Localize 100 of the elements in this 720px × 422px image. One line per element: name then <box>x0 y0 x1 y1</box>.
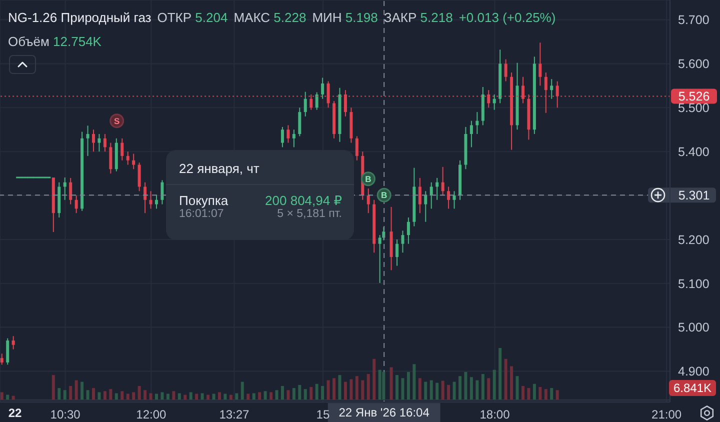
bar <box>470 377 473 400</box>
candlestick <box>74 195 78 214</box>
candlestick <box>69 177 72 205</box>
bar <box>98 392 101 400</box>
bar <box>378 370 382 400</box>
candlestick <box>149 190 152 210</box>
bar <box>92 388 95 400</box>
bar <box>270 392 273 400</box>
candlestick <box>321 77 324 100</box>
y-tick-label: 5.400 <box>678 145 710 160</box>
annotation: 22 января, чт <box>179 161 260 176</box>
x-tick-label: 10:30 <box>50 408 81 422</box>
bar <box>298 384 302 400</box>
y-tick-label: 5.600 <box>678 57 710 72</box>
bar <box>538 387 542 400</box>
ref-line-label: 22 Янв '26 16:04 <box>338 406 430 420</box>
bar <box>315 384 318 400</box>
candlestick <box>280 126 284 148</box>
bar <box>218 392 221 400</box>
bar <box>144 390 147 400</box>
bar <box>304 389 307 400</box>
bar <box>189 392 192 400</box>
bar <box>504 358 508 400</box>
x-tick-label: 15 <box>316 408 330 422</box>
annotation: ОТКР 5.204 <box>157 10 228 25</box>
candlestick <box>550 78 554 100</box>
candlestick <box>154 195 158 210</box>
bar <box>280 386 284 400</box>
candlestick <box>0 353 4 366</box>
annotation: Покупка <box>179 193 228 208</box>
candlestick <box>406 216 410 244</box>
bar <box>401 378 404 400</box>
y-tick-label: 5.500 <box>678 101 710 116</box>
bar <box>178 393 181 400</box>
candlestick <box>430 182 433 210</box>
x-tick-label: 21:00 <box>652 408 682 422</box>
bar <box>114 393 118 400</box>
candlestick <box>476 112 479 134</box>
candlestick <box>92 129 95 152</box>
bar <box>103 391 106 400</box>
bar <box>86 390 90 400</box>
candlestick <box>492 94 496 110</box>
candlestick <box>424 190 428 222</box>
annotation: ЗАКР 5.218 <box>384 10 453 25</box>
bar <box>556 390 559 400</box>
annotation: МИН 5.198 <box>312 10 378 25</box>
bar <box>69 386 72 400</box>
x-tick-label: 18:00 <box>480 408 510 422</box>
candlestick <box>315 92 318 110</box>
annotation: 200 804,94 ₽ <box>265 193 342 208</box>
bar <box>447 384 450 400</box>
bar <box>492 370 496 400</box>
bar <box>406 372 410 400</box>
bar <box>372 358 376 400</box>
y-tick-label: 5.000 <box>678 320 710 335</box>
bar <box>160 392 164 400</box>
bar <box>396 375 398 400</box>
bar <box>120 391 124 400</box>
bar <box>550 388 554 400</box>
candlestick <box>160 180 164 205</box>
bar <box>0 392 4 400</box>
bar <box>74 380 78 400</box>
y-tick-label: 5.200 <box>678 232 710 247</box>
bar <box>275 390 278 400</box>
bar <box>200 393 204 400</box>
candlestick <box>355 136 358 161</box>
ref-line-label: 5.526 <box>678 90 710 104</box>
candlestick <box>109 142 112 174</box>
candlestick <box>120 138 124 161</box>
bar <box>498 348 502 400</box>
bar <box>532 384 536 400</box>
candlestick <box>12 336 15 350</box>
bar <box>338 375 342 400</box>
bar <box>252 393 256 400</box>
candlestick <box>6 338 10 366</box>
bar <box>149 393 152 400</box>
bar <box>292 388 296 400</box>
bar <box>476 380 479 400</box>
candlestick <box>86 125 90 156</box>
bar <box>58 388 61 400</box>
annotation: S <box>114 116 120 126</box>
bar <box>326 380 330 400</box>
bar <box>527 388 530 400</box>
candlestick <box>401 230 404 254</box>
bar <box>310 387 313 400</box>
x-tick-label: 12:00 <box>136 408 167 422</box>
x-tick-label: 13:27 <box>219 408 250 422</box>
bar <box>366 374 370 400</box>
bar <box>424 382 428 400</box>
candlestick <box>452 190 456 210</box>
candlestick <box>286 124 290 144</box>
ref-line-label: 5.301 <box>678 188 710 202</box>
bar <box>510 366 514 400</box>
annotation: 16:01:07 <box>179 208 224 221</box>
bar <box>412 364 416 400</box>
bar <box>382 372 386 400</box>
annotation: 5 × 5,181 пт. <box>277 208 342 221</box>
candlestick <box>98 134 101 152</box>
candlestick <box>470 120 473 148</box>
candlestick <box>126 151 130 166</box>
